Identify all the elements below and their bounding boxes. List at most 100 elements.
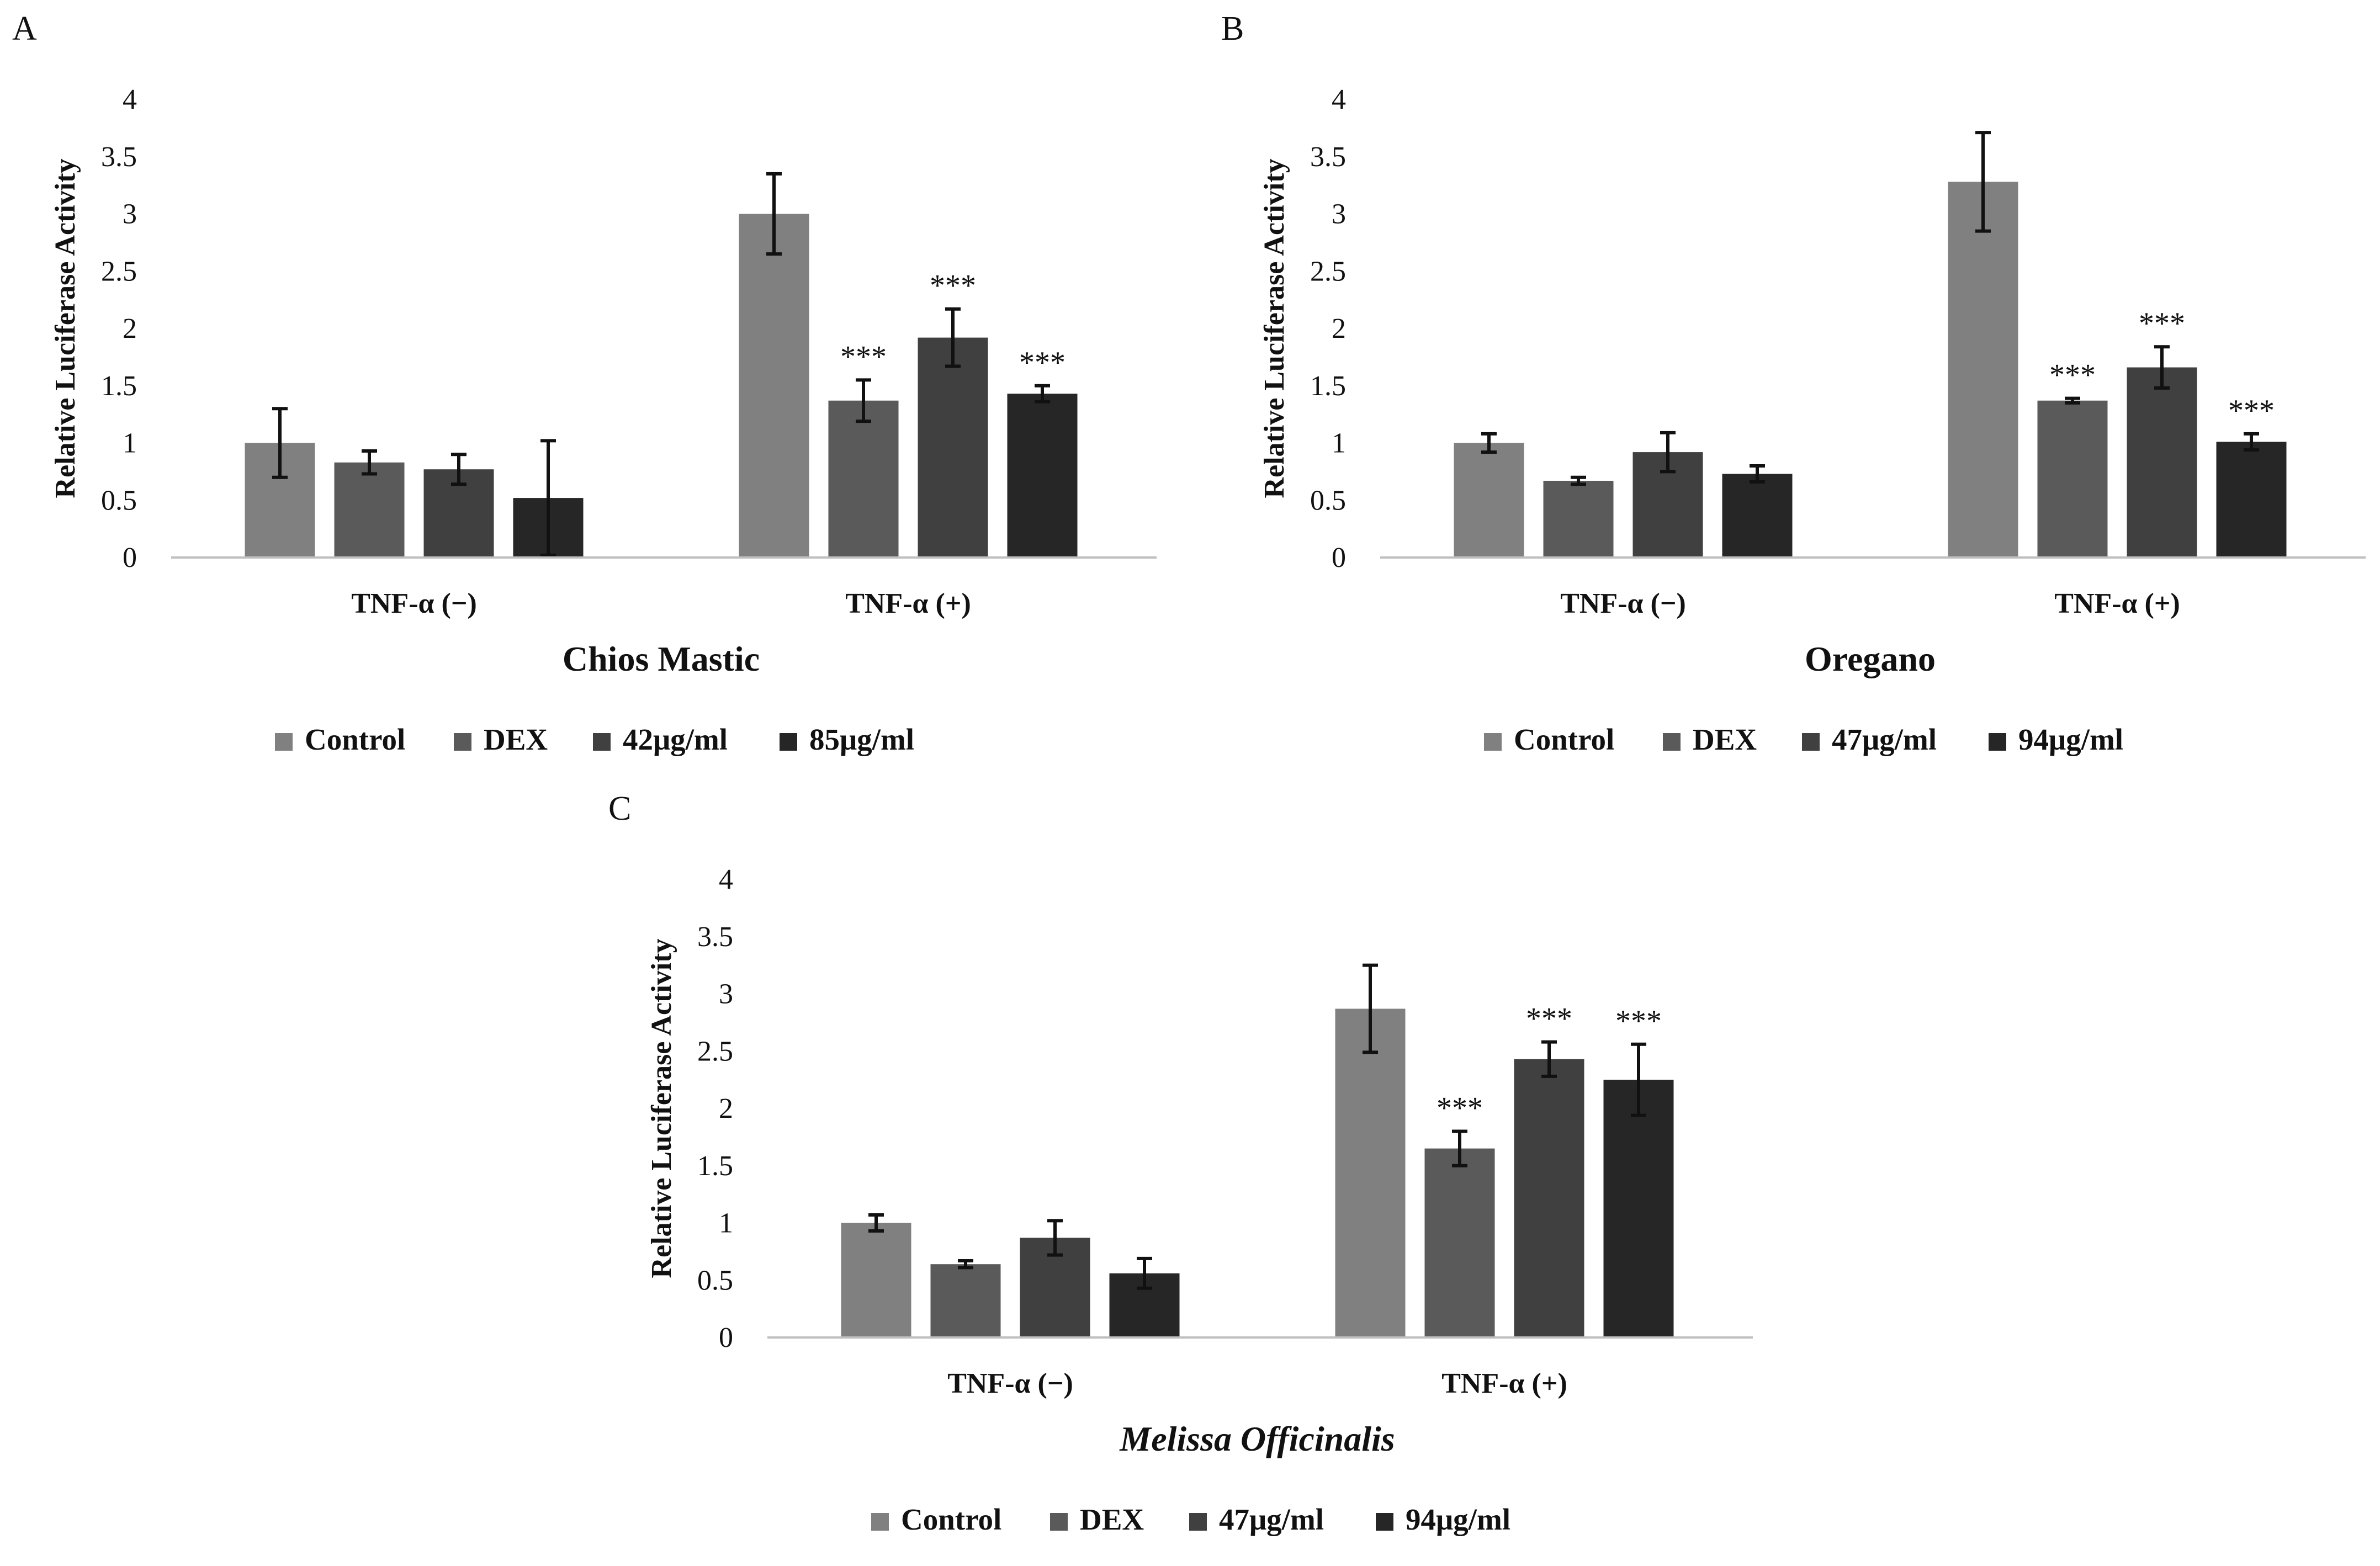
legend-label: Control [305, 723, 405, 756]
y-tick-label: 1.5 [1310, 370, 1346, 402]
legend: Control DEX 47μg/ml 94μg/ml [871, 1503, 1510, 1536]
bar-85μg/ml-1 [1007, 394, 1078, 558]
bar-47μg/ml-1 [2127, 367, 2197, 558]
bar-DEX-0 [1543, 480, 1614, 558]
bar-94μg/ml-0 [1722, 474, 1793, 558]
legend: Control DEX 47μg/ml 94μg/ml [1484, 723, 2123, 756]
y-tick-label: 2 [1332, 313, 1346, 344]
y-tick-label: 2 [719, 1093, 733, 1124]
error-bar [540, 439, 556, 557]
bar-Control-0 [841, 1223, 911, 1337]
y-tick-label: 0 [719, 1322, 733, 1353]
bar-Control-1 [1948, 182, 2018, 558]
bar-94μg/ml-1 [2216, 442, 2287, 558]
legend-label: 94μg/ml [1406, 1503, 1510, 1536]
panel-letter: C [608, 790, 631, 827]
legend-label: DEX [1693, 723, 1757, 756]
legend-swatch [454, 733, 471, 751]
significance-stars: *** [1437, 1091, 1483, 1126]
legend-swatch [1989, 733, 2006, 751]
y-axis-title: Relative Luciferase Activity [646, 938, 677, 1278]
y-tick-label: 4 [719, 864, 733, 895]
error-bar [1975, 131, 1991, 233]
error-bar [272, 407, 288, 479]
y-tick-label: 3 [1332, 199, 1346, 230]
error-bar [2244, 432, 2259, 452]
panel-letter: A [12, 10, 37, 47]
y-tick-label: 2 [123, 313, 137, 344]
y-axis-title: Relative Luciferase Activity [1259, 158, 1290, 498]
panel-letter: B [1221, 10, 1244, 47]
error-bar [1750, 464, 1765, 484]
legend-swatch [1663, 733, 1681, 751]
y-axis-title: Relative Luciferase Activity [50, 158, 81, 498]
error-bar [958, 1259, 973, 1270]
legend-label: DEX [484, 723, 548, 756]
y-tick-label: 0 [1332, 542, 1346, 574]
significance-stars: *** [2139, 306, 2185, 341]
panel-B: B 0 0.5 1 1.5 2 2.5 3 3.5 4 Relative Luciferase Ac… [1221, 10, 2366, 756]
error-bar [856, 378, 871, 423]
error-bar [1481, 432, 1497, 454]
bar-DEX-1 [2037, 400, 2108, 558]
significance-stars: *** [840, 339, 887, 374]
y-tick-label: 3 [123, 199, 137, 230]
panel-A: A 0 0.5 1 1.5 2 2.5 3 3.5 4 Relative Luciferase Ac… [12, 10, 1157, 756]
bar-94μg/ml-1 [1603, 1080, 1674, 1337]
x-category-label: TNF-α (+) [2054, 588, 2180, 619]
x-axis-title: Oregano [1805, 639, 1936, 678]
bar-42μg/ml-1 [918, 337, 988, 558]
error-bar [1047, 1219, 1063, 1257]
y-tick-label: 0.5 [101, 485, 137, 516]
bar-DEX-1 [828, 400, 899, 558]
error-bar [1363, 963, 1378, 1054]
error-bar [766, 172, 782, 256]
legend: Control DEX 42μg/ml 85μg/ml [275, 723, 914, 756]
legend-label: DEX [1080, 1503, 1144, 1536]
y-tick-label: 1 [1332, 428, 1346, 459]
legend-swatch [1189, 1513, 1207, 1531]
bar-Control-0 [1454, 443, 1524, 558]
legend-label: 94μg/ml [2018, 723, 2123, 756]
x-axis-title: Melissa Officinalis [1119, 1419, 1395, 1458]
y-tick-label: 1 [719, 1208, 733, 1239]
error-bar [2065, 396, 2080, 405]
y-tick-label: 1.5 [697, 1150, 733, 1182]
legend-swatch [1050, 1513, 1068, 1531]
bar-DEX-0 [334, 462, 405, 558]
x-category-label: TNF-α (−) [351, 588, 477, 619]
significance-stars: *** [2049, 358, 2096, 392]
error-bar [451, 453, 467, 486]
x-category-label: TNF-α (+) [1441, 1368, 1567, 1399]
y-tick-label: 1.5 [101, 370, 137, 402]
error-bar [945, 307, 961, 368]
error-bar [1571, 475, 1586, 486]
bar-47μg/ml-1 [1514, 1059, 1584, 1337]
bar-Control-1 [739, 214, 809, 558]
y-tick-label: 3 [719, 979, 733, 1010]
legend-label: 47μg/ml [1832, 723, 1937, 756]
y-tick-label: 2.5 [1310, 256, 1346, 287]
y-tick-label: 0.5 [1310, 485, 1346, 516]
significance-stars: *** [930, 269, 976, 303]
error-bar [1035, 384, 1050, 404]
error-bar [1452, 1129, 1467, 1167]
y-tick-label: 4 [1332, 84, 1346, 115]
legend-swatch [780, 733, 797, 751]
y-tick-label: 3.5 [1310, 141, 1346, 173]
significance-stars: *** [1526, 1002, 1572, 1036]
y-tick-label: 3.5 [101, 141, 137, 173]
error-bar [2154, 345, 2170, 390]
panel-C: C 0 0.5 1 1.5 2 2.5 3 3.5 4 Relative Luciferase Ac… [608, 790, 1753, 1536]
legend-label: 42μg/ml [623, 723, 728, 756]
y-tick-label: 3.5 [697, 921, 733, 953]
x-category-label: TNF-α (−) [947, 1368, 1073, 1399]
significance-stars: *** [1019, 346, 1066, 380]
error-bar [1541, 1040, 1557, 1078]
bar-DEX-0 [930, 1264, 1001, 1337]
error-bar [362, 449, 377, 476]
legend-label: Control [901, 1503, 1001, 1536]
legend-swatch [593, 733, 611, 751]
legend-label: 47μg/ml [1219, 1503, 1324, 1536]
